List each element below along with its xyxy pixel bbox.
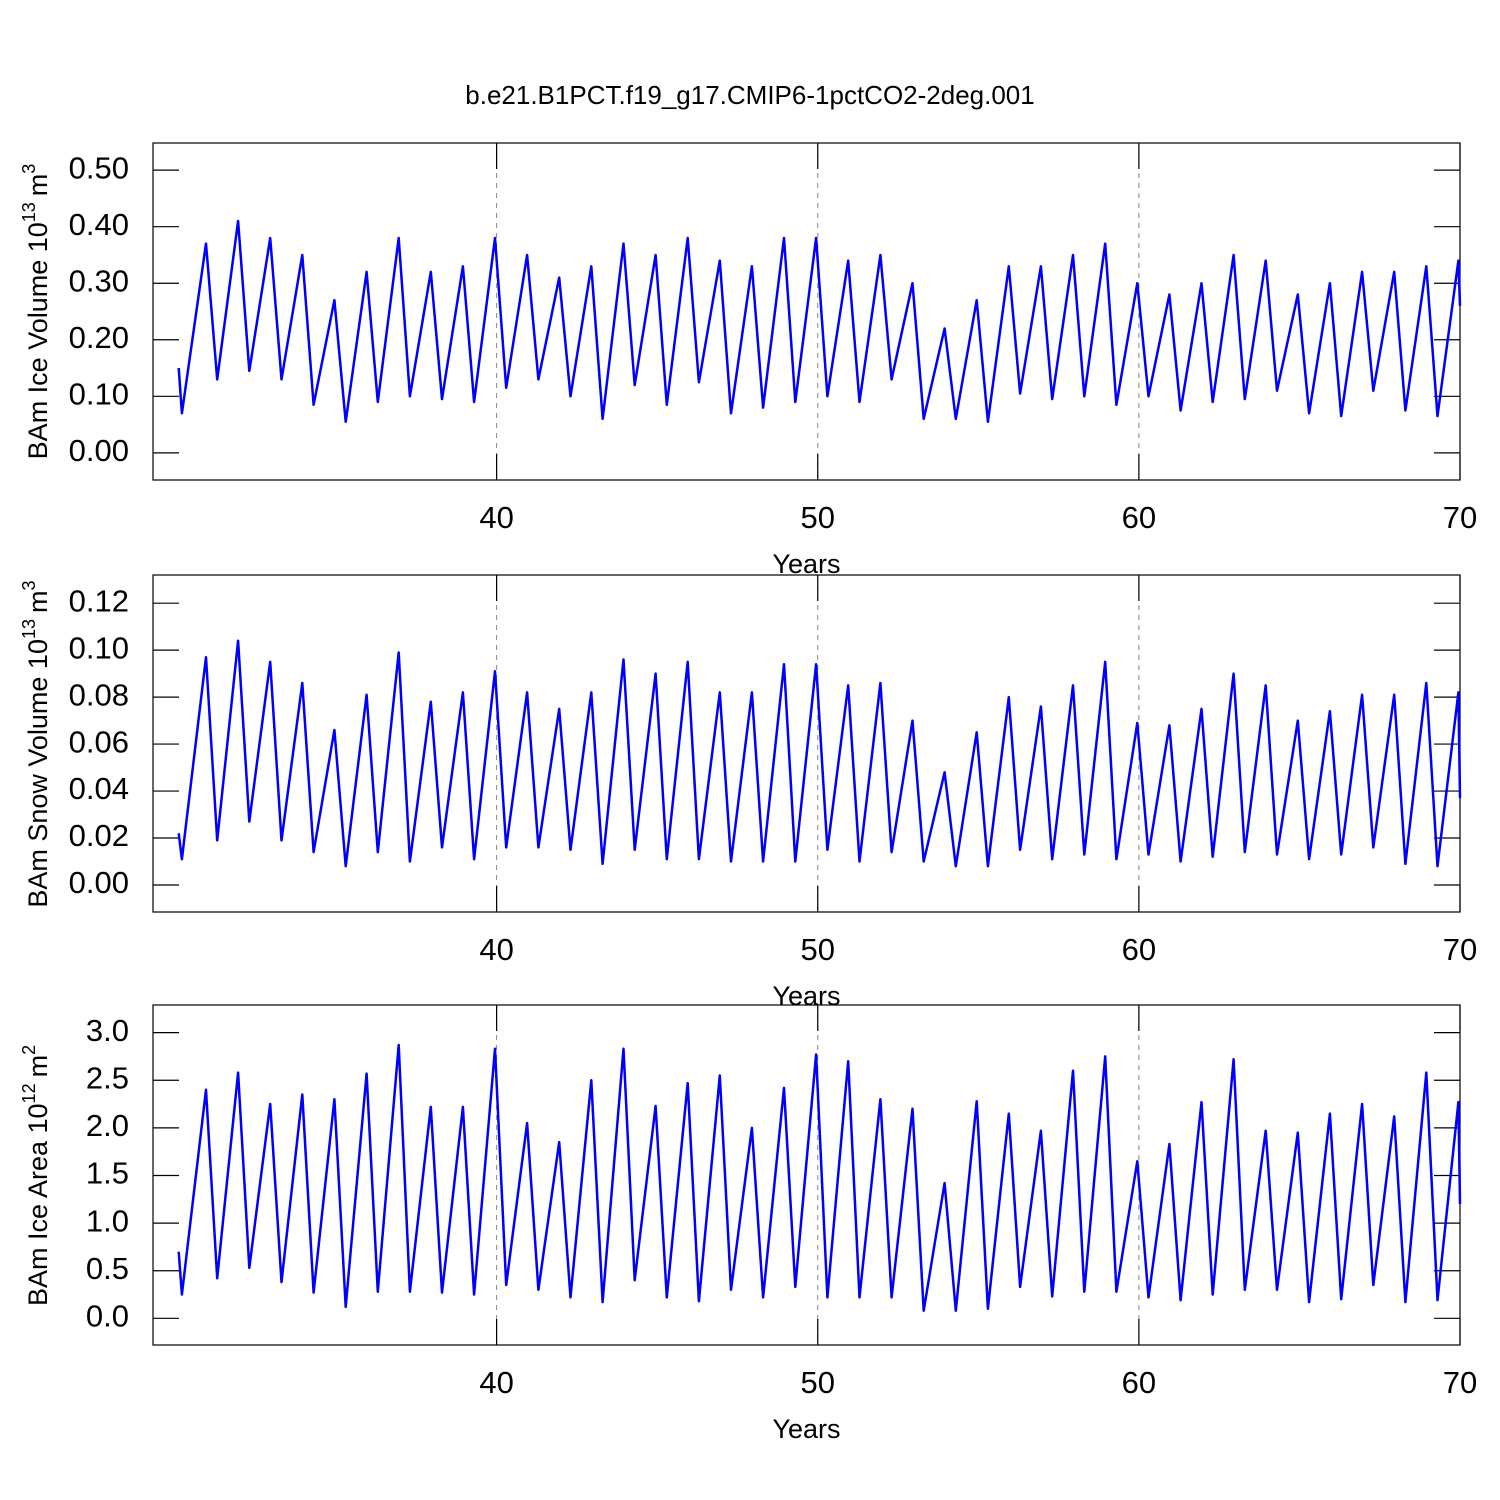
x-tick-label: 70: [1443, 932, 1477, 967]
y-tick-label: 0.10: [69, 377, 129, 412]
y-label-unit: m: [23, 1055, 53, 1078]
x-axis-label: Years: [772, 981, 840, 1011]
y-label-unit-exponent: 3: [19, 580, 39, 590]
y-label-exponent: 12: [19, 1083, 39, 1103]
y-label-exponent: 13: [19, 619, 39, 639]
data-line: [177, 639, 1462, 868]
y-label-unit: m: [23, 591, 53, 614]
y-axis-label: BAm Snow Volume 1013 m3: [19, 580, 53, 907]
x-tick-label: 40: [479, 932, 513, 967]
y-tick-label: 0.00: [69, 865, 129, 900]
x-tick-label: 60: [1122, 500, 1156, 535]
y-label-unit-exponent: 3: [19, 164, 39, 174]
y-axis-label: BAm Ice Area 1012 m2: [19, 1045, 53, 1306]
y-tick-label: 0.30: [69, 263, 129, 298]
chart-title: b.e21.B1PCT.f19_g17.CMIP6-1pctCO2-2deg.0…: [465, 80, 1034, 110]
y-label-unit-exponent: 2: [19, 1045, 39, 1055]
y-tick-label: 0.40: [69, 207, 129, 242]
y-tick-label: 0.04: [69, 771, 129, 806]
y-tick-label: 0.0: [86, 1299, 129, 1334]
y-tick-label: 1.5: [86, 1156, 129, 1191]
x-tick-label: 60: [1122, 932, 1156, 967]
y-tick-label: 0.50: [69, 150, 129, 185]
y-axis-label: BAm Ice Volume 1013 m3: [19, 164, 53, 460]
y-label-text: BAm Ice Area 10: [23, 1103, 53, 1306]
y-tick-label: 2.0: [86, 1108, 129, 1143]
x-axis-label: Years: [772, 1414, 840, 1444]
y-tick-label: 0.06: [69, 724, 129, 759]
y-tick-label: 0.20: [69, 320, 129, 355]
y-tick-label: 0.10: [69, 630, 129, 665]
x-tick-label: 50: [800, 932, 834, 967]
x-tick-label: 40: [479, 500, 513, 535]
x-tick-label: 50: [800, 500, 834, 535]
x-tick-label: 60: [1122, 1365, 1156, 1400]
x-tick-label: 70: [1443, 1365, 1477, 1400]
y-tick-label: 0.12: [69, 583, 129, 618]
data-line: [177, 1043, 1462, 1312]
x-axis-label: Years: [772, 549, 840, 579]
data-line: [177, 219, 1462, 424]
y-tick-label: 0.02: [69, 818, 129, 853]
y-tick-label: 3.0: [86, 1013, 129, 1048]
x-tick-label: 50: [800, 1365, 834, 1400]
x-tick-label: 40: [479, 1365, 513, 1400]
y-tick-label: 0.5: [86, 1251, 129, 1286]
y-label-text: BAm Snow Volume 10: [23, 639, 53, 908]
y-label-text: BAm Ice Volume 10: [23, 222, 53, 459]
y-tick-label: 2.5: [86, 1060, 129, 1095]
y-tick-label: 1.0: [86, 1203, 129, 1238]
y-tick-label: 0.08: [69, 677, 129, 712]
x-tick-label: 70: [1443, 500, 1477, 535]
y-tick-label: 0.00: [69, 433, 129, 468]
y-label-exponent: 13: [19, 202, 39, 222]
plot-frame: [152, 142, 1461, 481]
y-label-unit: m: [23, 174, 53, 197]
